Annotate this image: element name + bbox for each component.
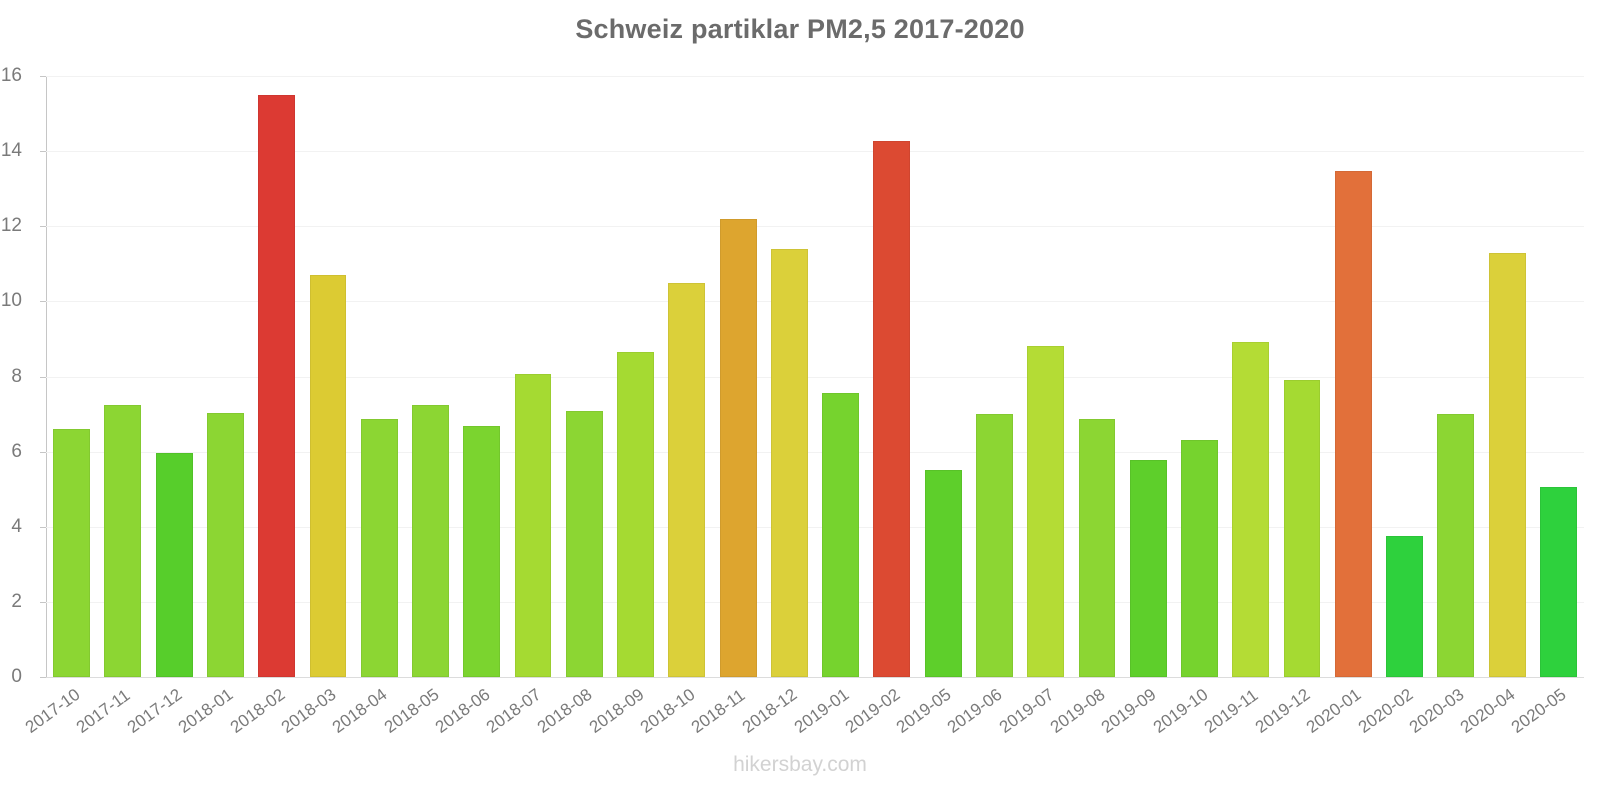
x-tick-label: 2019-09 <box>1098 684 1160 737</box>
y-tick-mark <box>40 601 46 603</box>
gridline <box>46 151 1584 153</box>
footer-watermark: hikersbay.com <box>733 753 867 776</box>
bar[interactable] <box>1488 252 1526 677</box>
bar[interactable] <box>975 414 1013 677</box>
gridline <box>46 301 1584 303</box>
y-tick-label: 4 <box>11 515 22 537</box>
x-tick-label: 2019-11 <box>1200 685 1262 737</box>
gridline <box>46 376 1584 378</box>
bar[interactable] <box>1027 346 1065 677</box>
x-tick-label: 2018-05 <box>380 684 442 737</box>
plot-area: 0 2 4 6 8 10 12 14 16 <box>1 65 1584 687</box>
gridline <box>46 226 1584 228</box>
x-tick-label: 2017-10 <box>21 684 84 737</box>
y-tick-label: 6 <box>11 440 22 462</box>
gridline <box>46 601 1584 603</box>
bar[interactable] <box>719 218 757 677</box>
x-tick-label: 2018-06 <box>431 684 494 737</box>
bar[interactable] <box>565 411 603 677</box>
x-tick-label: 2018-12 <box>739 684 801 737</box>
bar[interactable] <box>412 404 449 677</box>
bar[interactable] <box>360 418 398 677</box>
y-tick-mark <box>40 301 46 303</box>
bar[interactable] <box>668 282 706 677</box>
x-tick-label: 2020-03 <box>1405 684 1468 737</box>
y-tick-label: 16 <box>0 65 22 86</box>
x-tick-label: 2019-08 <box>1046 684 1109 737</box>
y-tick-mark <box>40 226 46 228</box>
bar[interactable] <box>770 248 808 677</box>
x-tick-label: 2020-02 <box>1354 684 1417 737</box>
x-tick-label: 2019-07 <box>995 684 1058 737</box>
x-tick-label: 2018-04 <box>329 684 391 737</box>
chart-title: Schweiz partiklar PM2,5 2017-2020 <box>575 14 1025 44</box>
bar[interactable] <box>873 140 911 677</box>
bar[interactable] <box>822 392 860 677</box>
bar[interactable] <box>1283 379 1321 677</box>
bar[interactable] <box>1181 440 1218 677</box>
bar[interactable] <box>924 470 962 677</box>
x-tick-label: 2018-03 <box>277 684 340 737</box>
x-tick-label: 2018-11 <box>687 685 749 737</box>
bar[interactable] <box>155 452 193 677</box>
x-tick-label: 2018-02 <box>226 684 289 737</box>
x-tick-label: 2018-01 <box>175 684 237 737</box>
gridline <box>46 526 1584 528</box>
y-tick-label: 2 <box>11 590 22 612</box>
bars-layer <box>46 76 1584 677</box>
bar[interactable] <box>514 373 552 677</box>
x-tick-label: 2019-06 <box>944 684 1006 737</box>
y-tick-mark <box>40 526 46 528</box>
x-tick-label: 2018-07 <box>482 684 545 737</box>
y-tick-mark <box>40 677 46 678</box>
gridline <box>46 677 1584 678</box>
x-tick-label: 2019-10 <box>1149 684 1211 737</box>
y-tick-label: 8 <box>11 365 22 387</box>
gridline <box>46 76 1584 77</box>
bar[interactable] <box>53 429 91 677</box>
bar[interactable] <box>258 94 296 677</box>
y-tick-mark <box>40 451 46 453</box>
bar[interactable] <box>1334 170 1372 677</box>
bar[interactable] <box>1078 418 1116 677</box>
x-tick-label: 2020-01 <box>1303 684 1365 737</box>
x-tick-label: 2018-09 <box>585 684 648 737</box>
bar[interactable] <box>309 275 347 677</box>
bar[interactable] <box>1539 487 1577 677</box>
bar[interactable] <box>1386 536 1424 677</box>
bar[interactable] <box>1437 414 1475 677</box>
bar[interactable] <box>206 413 244 677</box>
x-tick-label: 2018-08 <box>534 684 596 737</box>
y-tick-mark <box>40 76 46 77</box>
bar[interactable] <box>463 426 501 677</box>
y-tick-mark <box>40 376 46 378</box>
bar[interactable] <box>617 352 655 677</box>
x-tick-label: 2017-11 <box>72 685 134 737</box>
y-tick-label: 10 <box>0 290 22 312</box>
x-tick-label: 2019-02 <box>841 684 904 737</box>
y-tick-label: 0 <box>11 666 22 687</box>
x-tick-label: 2017-12 <box>123 684 186 737</box>
bar[interactable] <box>1232 341 1270 677</box>
y-tick-mark <box>40 151 46 153</box>
x-tick-label: 2019-12 <box>1251 684 1314 737</box>
x-tick-label: 2019-05 <box>892 684 955 737</box>
gridline <box>46 451 1584 453</box>
bar[interactable] <box>104 404 142 677</box>
x-tick-label: 2020-04 <box>1456 684 1519 737</box>
x-tick-label: 2019-01 <box>790 684 853 737</box>
y-tick-label: 14 <box>0 140 22 162</box>
x-tick-label: 2018-10 <box>636 684 699 737</box>
x-tick-label: 2020-05 <box>1508 684 1570 737</box>
bar[interactable] <box>1129 459 1167 677</box>
y-tick-label: 12 <box>0 215 22 237</box>
